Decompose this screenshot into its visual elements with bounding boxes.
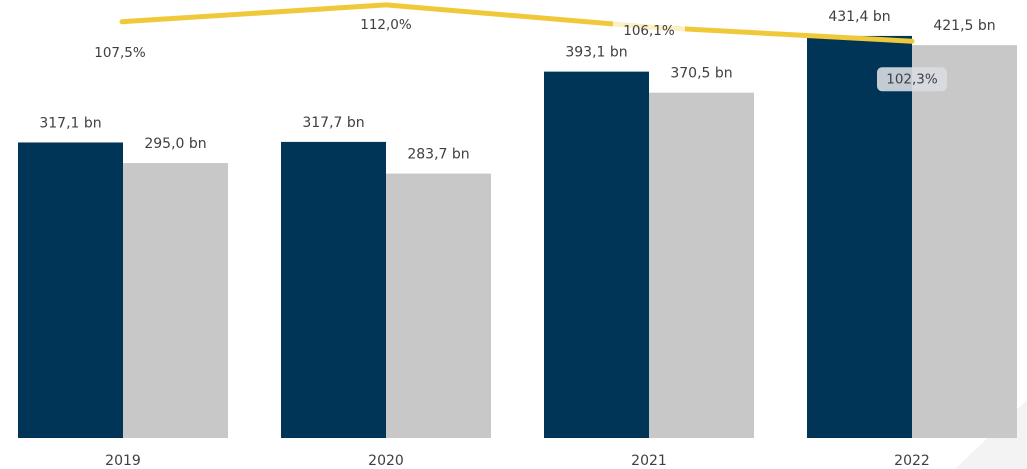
bar-2019-series-2 [123, 163, 228, 438]
x-tick-label: 2021 [631, 453, 667, 469]
bar-2022-series-2 [912, 45, 1017, 439]
bar-value-label: 370,5 bn [670, 66, 732, 82]
x-tick-label: 2022 [894, 453, 930, 469]
ratio-label: 107,5% [94, 45, 146, 61]
bar-value-label: 431,4 bn [828, 9, 890, 25]
ratio-label: 106,1% [623, 23, 675, 39]
bar-value-label: 317,7 bn [302, 115, 364, 131]
bars-layer [18, 35, 1017, 439]
x-tick-label: 2019 [105, 453, 141, 469]
ratio-label-background [613, 20, 685, 40]
ratio-line-layer: 107,5% 112,0% 106,1% 102,3% [94, 2, 947, 92]
bar-2020-series-2 [386, 173, 491, 438]
ratio-label-background [877, 67, 947, 92]
x-tick-label: 2020 [368, 453, 404, 469]
bar-value-label: 317,1 bn [39, 115, 101, 131]
x-axis: 2019 2020 2021 2022 [105, 453, 930, 469]
bar-2020-series-1 [281, 141, 386, 438]
bar-2022-series-1 [807, 35, 912, 438]
ratio-label: 112,0% [360, 17, 412, 33]
bar-value-label: 295,0 bn [144, 136, 206, 152]
bar-2021-series-1 [544, 71, 649, 438]
bar-value-label: 283,7 bn [407, 147, 469, 163]
bar-value-label: 393,1 bn [565, 45, 627, 61]
ratio-label: 102,3% [886, 71, 938, 87]
bar-value-label: 421,5 bn [933, 18, 995, 34]
bar-labels-layer: 317,1 bn 317,7 bn 393,1 bn 431,4 bn 295,0 bn… [39, 9, 995, 163]
bar-2021-series-2 [649, 92, 754, 438]
ratio-line [119, 2, 915, 44]
bar-2019-series-1 [18, 142, 123, 438]
